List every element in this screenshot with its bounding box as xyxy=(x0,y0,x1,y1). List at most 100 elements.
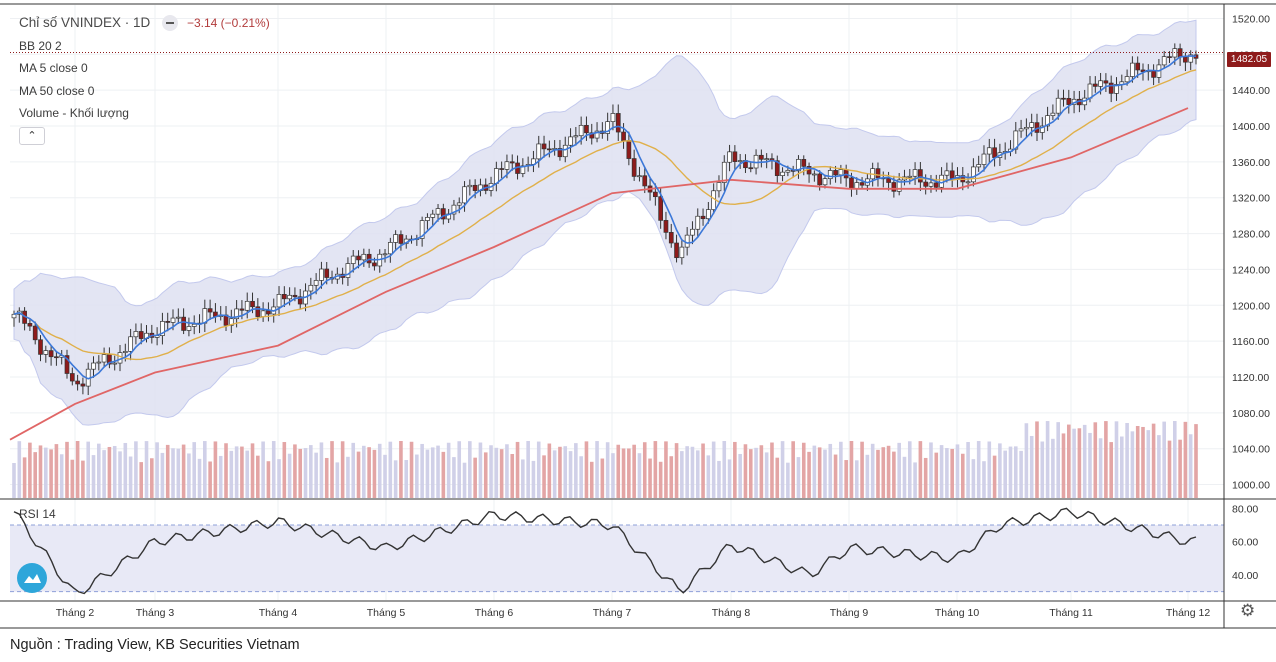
candle xyxy=(817,173,823,186)
chevron-up-icon[interactable]: ⌃ xyxy=(19,127,45,145)
volume-bar xyxy=(658,461,663,498)
volume-bar xyxy=(759,445,764,498)
volume-bar xyxy=(902,456,907,498)
volume-bar xyxy=(574,443,578,498)
volume-bar xyxy=(1056,422,1060,498)
chart-title: Chỉ số VNINDEX · 1D xyxy=(19,15,151,30)
candle xyxy=(1098,80,1103,87)
volume-bar xyxy=(271,441,276,498)
volume-bar xyxy=(468,441,472,498)
volume-bar xyxy=(621,448,626,498)
candle xyxy=(971,166,976,183)
candle xyxy=(668,232,674,244)
candle xyxy=(939,174,944,188)
volume-bar xyxy=(1066,424,1071,498)
volume-bar xyxy=(1061,433,1066,498)
candle xyxy=(663,220,669,233)
candle xyxy=(297,296,303,305)
volume-bar xyxy=(367,447,371,498)
candle xyxy=(451,204,457,215)
candle xyxy=(965,181,971,184)
volume-bar xyxy=(282,442,287,498)
volume-bar xyxy=(176,448,181,498)
bb-legend[interactable]: BB 20 2 xyxy=(19,38,62,53)
candle xyxy=(133,331,139,338)
volume-bar xyxy=(203,441,207,498)
candle xyxy=(361,253,367,261)
candle xyxy=(260,310,266,317)
candle xyxy=(1140,69,1146,73)
candle xyxy=(472,184,478,191)
candle xyxy=(387,242,393,255)
volume-bar xyxy=(886,445,891,498)
rsi-panel xyxy=(10,507,1224,595)
rsi-label[interactable]: RSI 14 xyxy=(19,507,56,521)
candle xyxy=(700,215,706,220)
candle xyxy=(345,263,351,278)
volume-bar xyxy=(876,449,880,498)
y-tick-label: 1240.00 xyxy=(1232,264,1270,276)
volume-bar xyxy=(955,444,960,498)
candle xyxy=(255,306,261,317)
volume-bar xyxy=(187,453,191,498)
candle xyxy=(684,234,690,248)
volume-bar xyxy=(128,456,133,498)
volume-bar xyxy=(992,455,997,498)
volume-bar xyxy=(839,441,843,498)
volume-bar xyxy=(1008,446,1013,498)
x-tick-label: Tháng 10 xyxy=(935,607,980,619)
ma50-legend[interactable]: MA 50 close 0 xyxy=(19,83,95,98)
volume-bar xyxy=(1088,432,1092,498)
candle xyxy=(1130,62,1135,77)
candle xyxy=(425,217,430,221)
volume-bar xyxy=(1172,421,1177,498)
volume-bar xyxy=(335,462,340,498)
volume-bar xyxy=(112,445,117,498)
candle xyxy=(456,202,462,206)
candle xyxy=(181,316,186,331)
candle xyxy=(266,310,271,315)
gear-icon[interactable]: ⚙ xyxy=(1240,601,1256,620)
volume-bar xyxy=(213,441,218,498)
candle xyxy=(732,151,738,162)
volume-bar xyxy=(1045,421,1050,498)
candle xyxy=(308,284,314,292)
volume-bar xyxy=(123,442,128,498)
last-price-tag: 1482.05 xyxy=(1227,52,1271,67)
ma5-legend[interactable]: MA 5 close 0 xyxy=(19,61,88,75)
candle xyxy=(780,171,785,176)
minus-icon[interactable] xyxy=(161,14,178,31)
y-tick-label: 1000.00 xyxy=(1232,480,1270,492)
candle xyxy=(918,169,923,183)
x-tick-label: Tháng 12 xyxy=(1166,607,1211,619)
volume-bar xyxy=(319,442,324,498)
volume-bar xyxy=(1072,428,1076,498)
candle xyxy=(1092,83,1098,87)
candle xyxy=(1087,83,1093,99)
candle xyxy=(774,160,780,176)
volume-bar xyxy=(695,450,700,498)
tradingview-cloud-icon[interactable] xyxy=(17,563,47,593)
volume-bar xyxy=(987,441,992,498)
candle xyxy=(859,182,865,186)
volume-bar xyxy=(754,447,758,498)
volume-bar xyxy=(240,446,244,498)
volume-bar xyxy=(75,441,80,498)
candle xyxy=(589,132,595,139)
volume-bar xyxy=(1035,421,1039,498)
volume-bar xyxy=(976,441,981,498)
volume-bar xyxy=(415,454,419,498)
candle xyxy=(907,175,913,178)
volume-bar xyxy=(33,452,38,498)
x-tick-label: Tháng 9 xyxy=(830,607,869,619)
x-tick-label: Tháng 8 xyxy=(712,607,751,619)
volume-bar xyxy=(764,452,769,498)
volume-bar xyxy=(605,442,610,498)
volume-bar xyxy=(558,446,562,498)
y-tick-label: 1440.00 xyxy=(1232,85,1270,97)
volume-legend[interactable]: Volume - Khối lượng xyxy=(19,106,129,120)
y-tick-label: 1360.00 xyxy=(1232,157,1270,169)
x-tick-label: Tháng 5 xyxy=(367,607,406,619)
volume-bar xyxy=(229,450,234,498)
